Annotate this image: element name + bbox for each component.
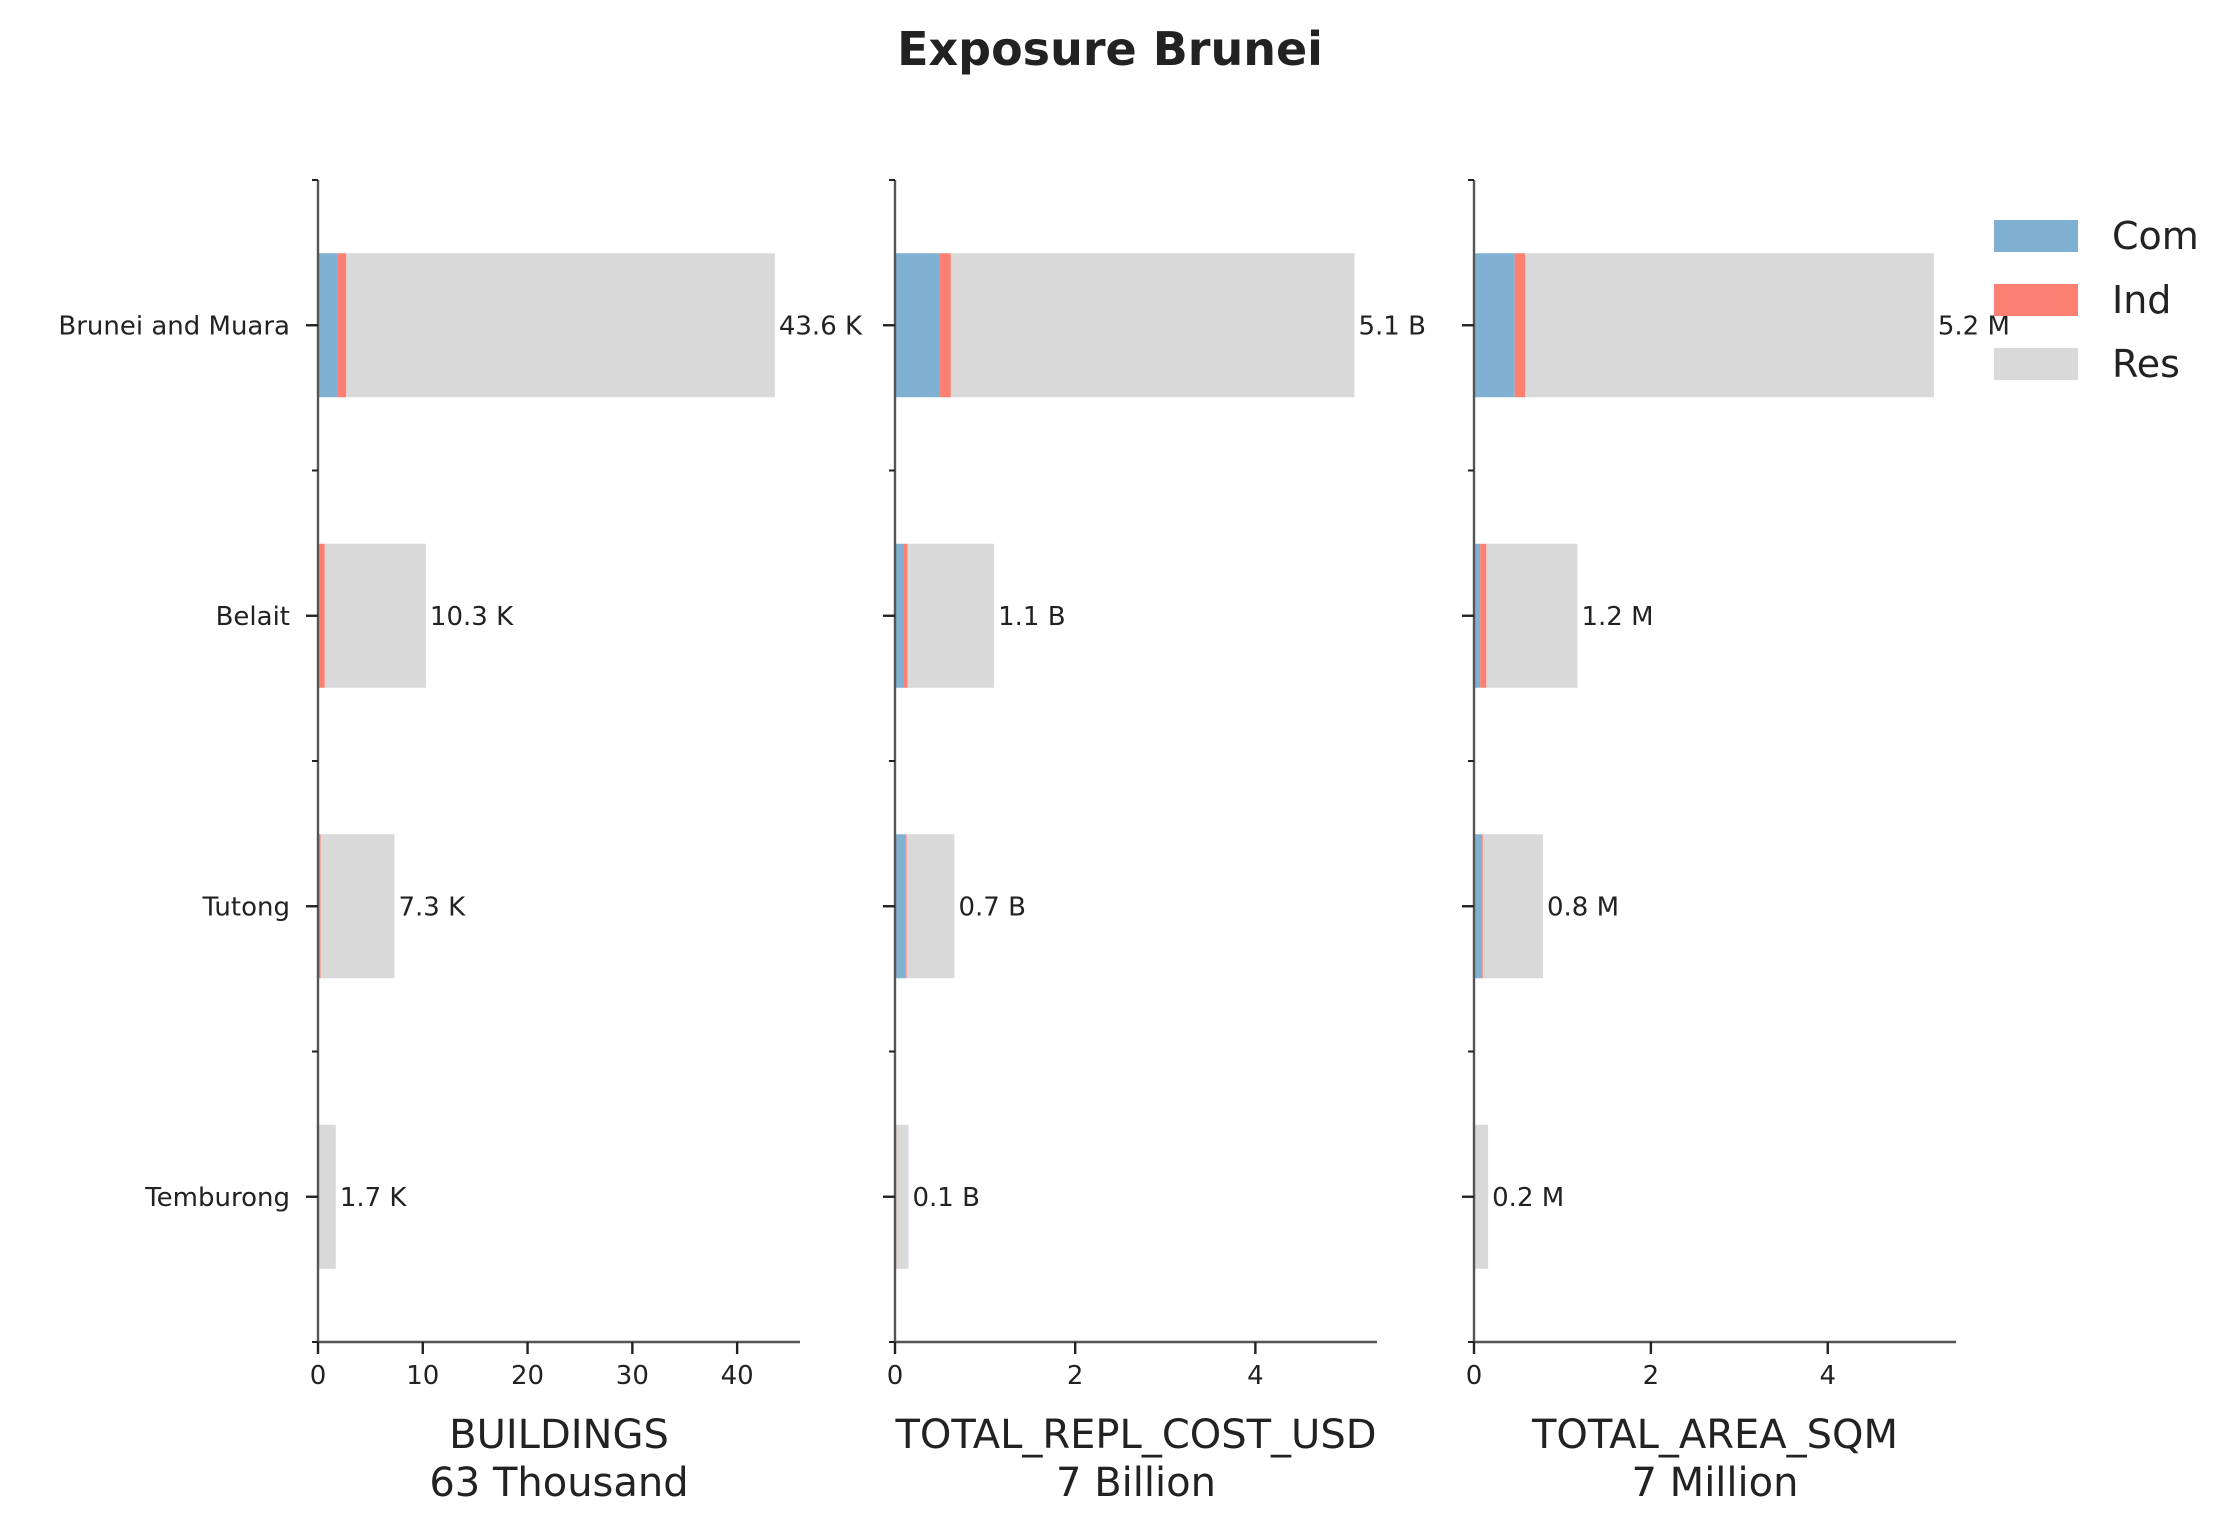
legend-label-com: Com — [2112, 214, 2199, 258]
bar-res-3 — [906, 834, 955, 979]
x-tick-label-2: 2 — [1643, 1361, 1660, 1391]
bar-res-2 — [907, 543, 995, 688]
x-axis-sublabel: 63 Thousand — [429, 1460, 688, 1506]
total-label-2: 10.3 K — [430, 602, 514, 632]
bar-ind-1 — [1514, 253, 1526, 398]
x-tick-label-1: 0 — [310, 1361, 327, 1391]
total-label-3: 7.3 K — [398, 892, 466, 922]
total-label-1: 43.6 K — [779, 311, 863, 341]
x-tick-label-3: 20 — [511, 1361, 544, 1391]
y-tick-label-3: Tutong — [202, 892, 291, 922]
total-label-4: 1.7 K — [340, 1183, 408, 1213]
total-label-3: 0.7 B — [958, 892, 1025, 922]
total-label-1: 5.1 B — [1358, 311, 1425, 341]
x-tick-label-3: 4 — [1819, 1361, 1836, 1391]
bar-res-2 — [324, 543, 426, 688]
total-label-2: 1.1 B — [998, 602, 1065, 632]
x-axis-label: TOTAL_REPL_COST_USD — [894, 1412, 1376, 1458]
total-label-4: 0.1 B — [913, 1183, 980, 1213]
x-tick-label-3: 4 — [1247, 1361, 1264, 1391]
x-axis-label: BUILDINGS — [449, 1412, 669, 1458]
panel-1: 43.6 K 10.3 K 7.3 K 1.7 K Brunei and Muara Be… — [58, 179, 863, 1506]
chart-title: Exposure Brunei — [897, 22, 1323, 76]
bar-ind-3 — [905, 834, 907, 979]
total-label-2: 1.2 M — [1581, 602, 1653, 632]
bar-res-3 — [320, 834, 395, 979]
bar-res-1 — [346, 253, 775, 398]
y-tick-label-4: Temburong — [144, 1183, 290, 1213]
bar-com-3 — [1474, 834, 1482, 979]
bar-ind-2 — [319, 543, 325, 688]
bar-res-3 — [1482, 834, 1543, 979]
y-tick-label-1: Brunei and Muara — [58, 311, 290, 341]
legend-label-ind: Ind — [2112, 278, 2171, 322]
bar-res-1 — [1525, 253, 1934, 398]
x-tick-label-1: 0 — [887, 1361, 904, 1391]
bar-ind-2 — [904, 543, 908, 688]
bar-res-4 — [318, 1124, 336, 1269]
x-axis-label: TOTAL_AREA_SQM — [1531, 1412, 1898, 1458]
x-axis-sublabel: 7 Million — [1632, 1460, 1799, 1506]
total-label-1: 5.2 M — [1938, 311, 2010, 341]
legend-label-res: Res — [2112, 342, 2180, 386]
legend: Com Ind Res — [1994, 214, 2199, 386]
bar-ind-3 — [1481, 834, 1483, 979]
total-label-4: 0.2 M — [1492, 1183, 1564, 1213]
x-tick-label-5: 40 — [721, 1361, 754, 1391]
bar-com-1 — [318, 253, 338, 398]
bar-res-2 — [1486, 543, 1578, 688]
panels: 43.6 K 10.3 K 7.3 K 1.7 K Brunei and Muara Be… — [58, 179, 2010, 1506]
x-tick-label-2: 2 — [1067, 1361, 1084, 1391]
x-tick-label-4: 30 — [616, 1361, 649, 1391]
x-tick-label-1: 0 — [1466, 1361, 1483, 1391]
bar-com-2 — [895, 543, 905, 688]
total-label-3: 0.8 M — [1547, 892, 1619, 922]
bar-ind-2 — [1480, 543, 1487, 688]
bar-res-4 — [1475, 1124, 1489, 1269]
bar-ind-3 — [318, 834, 321, 979]
x-axis-sublabel: 7 Billion — [1056, 1460, 1216, 1506]
legend-swatch-com — [1994, 220, 2078, 252]
x-tick-label-2: 10 — [406, 1361, 439, 1391]
bar-com-3 — [895, 834, 906, 979]
y-tick-label-2: Belait — [216, 602, 290, 632]
bar-res-1 — [950, 253, 1355, 398]
bar-ind-1 — [940, 253, 951, 398]
bar-ind-1 — [337, 253, 347, 398]
panel-2: 5.1 B 1.1 B 0.7 B 0.1 B 0 2 4 TOTAL_REPL_COST_U… — [883, 179, 1426, 1506]
legend-swatch-ind — [1994, 284, 2078, 316]
bar-com-2 — [1474, 543, 1481, 688]
legend-swatch-res — [1994, 348, 2078, 380]
bar-com-1 — [1474, 253, 1515, 398]
bar-res-4 — [896, 1124, 909, 1269]
bar-com-1 — [895, 253, 941, 398]
